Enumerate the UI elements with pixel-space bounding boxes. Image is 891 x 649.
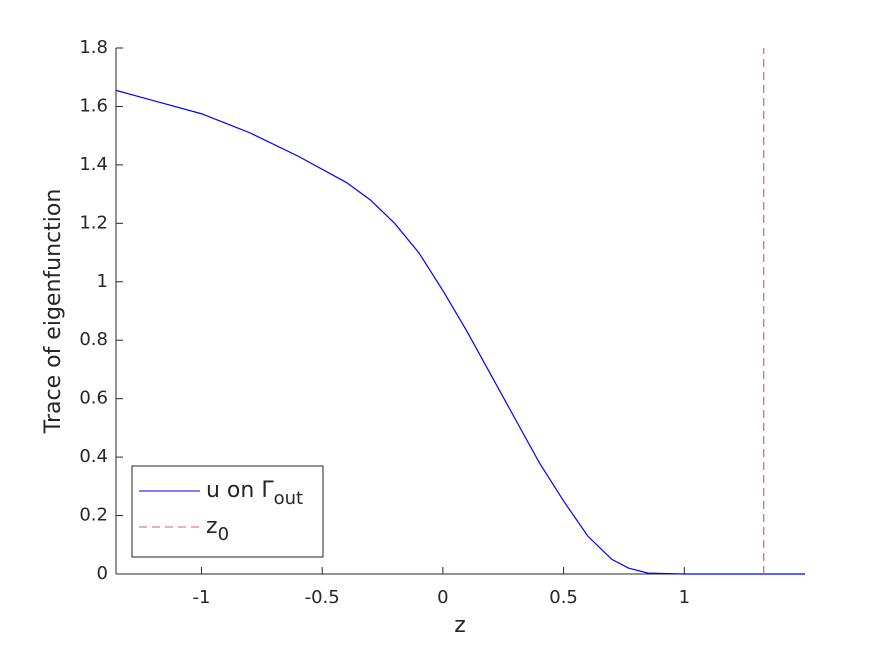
y-tick-label: 0.6 xyxy=(79,388,108,409)
y-tick-label: 1 xyxy=(97,271,108,292)
data-line xyxy=(115,89,805,575)
legend-box xyxy=(131,465,324,558)
x-tick-label: -1 xyxy=(192,587,210,608)
y-tick-label: 1.4 xyxy=(79,154,108,175)
y-axis-label: Trace of eigenfunction xyxy=(41,189,66,435)
y-tick-label: 1.6 xyxy=(79,95,108,116)
y-tick-label: 1.8 xyxy=(79,37,108,58)
x-axis-label: z xyxy=(454,613,466,638)
legend-subscript: 0 xyxy=(218,524,229,545)
y-tick-label: 0.8 xyxy=(79,329,108,350)
legend-label: z0 xyxy=(206,514,229,545)
y-tick-label: 0.4 xyxy=(79,446,108,467)
x-tick-label: 1 xyxy=(679,587,690,608)
x-tick-label: 0 xyxy=(437,587,448,608)
x-tick-label: 0.5 xyxy=(549,587,578,608)
x-tick-label: -0.5 xyxy=(305,587,340,608)
legend-subscript: out xyxy=(274,488,303,509)
legend-name: u on Γ xyxy=(206,478,274,503)
legend-label: u on Γout xyxy=(206,478,303,509)
y-tick-label: 1.2 xyxy=(79,212,108,233)
legend-name: z xyxy=(206,514,218,539)
y-tick-label: 0.2 xyxy=(79,505,108,526)
y-tick-label: 0 xyxy=(97,563,108,584)
